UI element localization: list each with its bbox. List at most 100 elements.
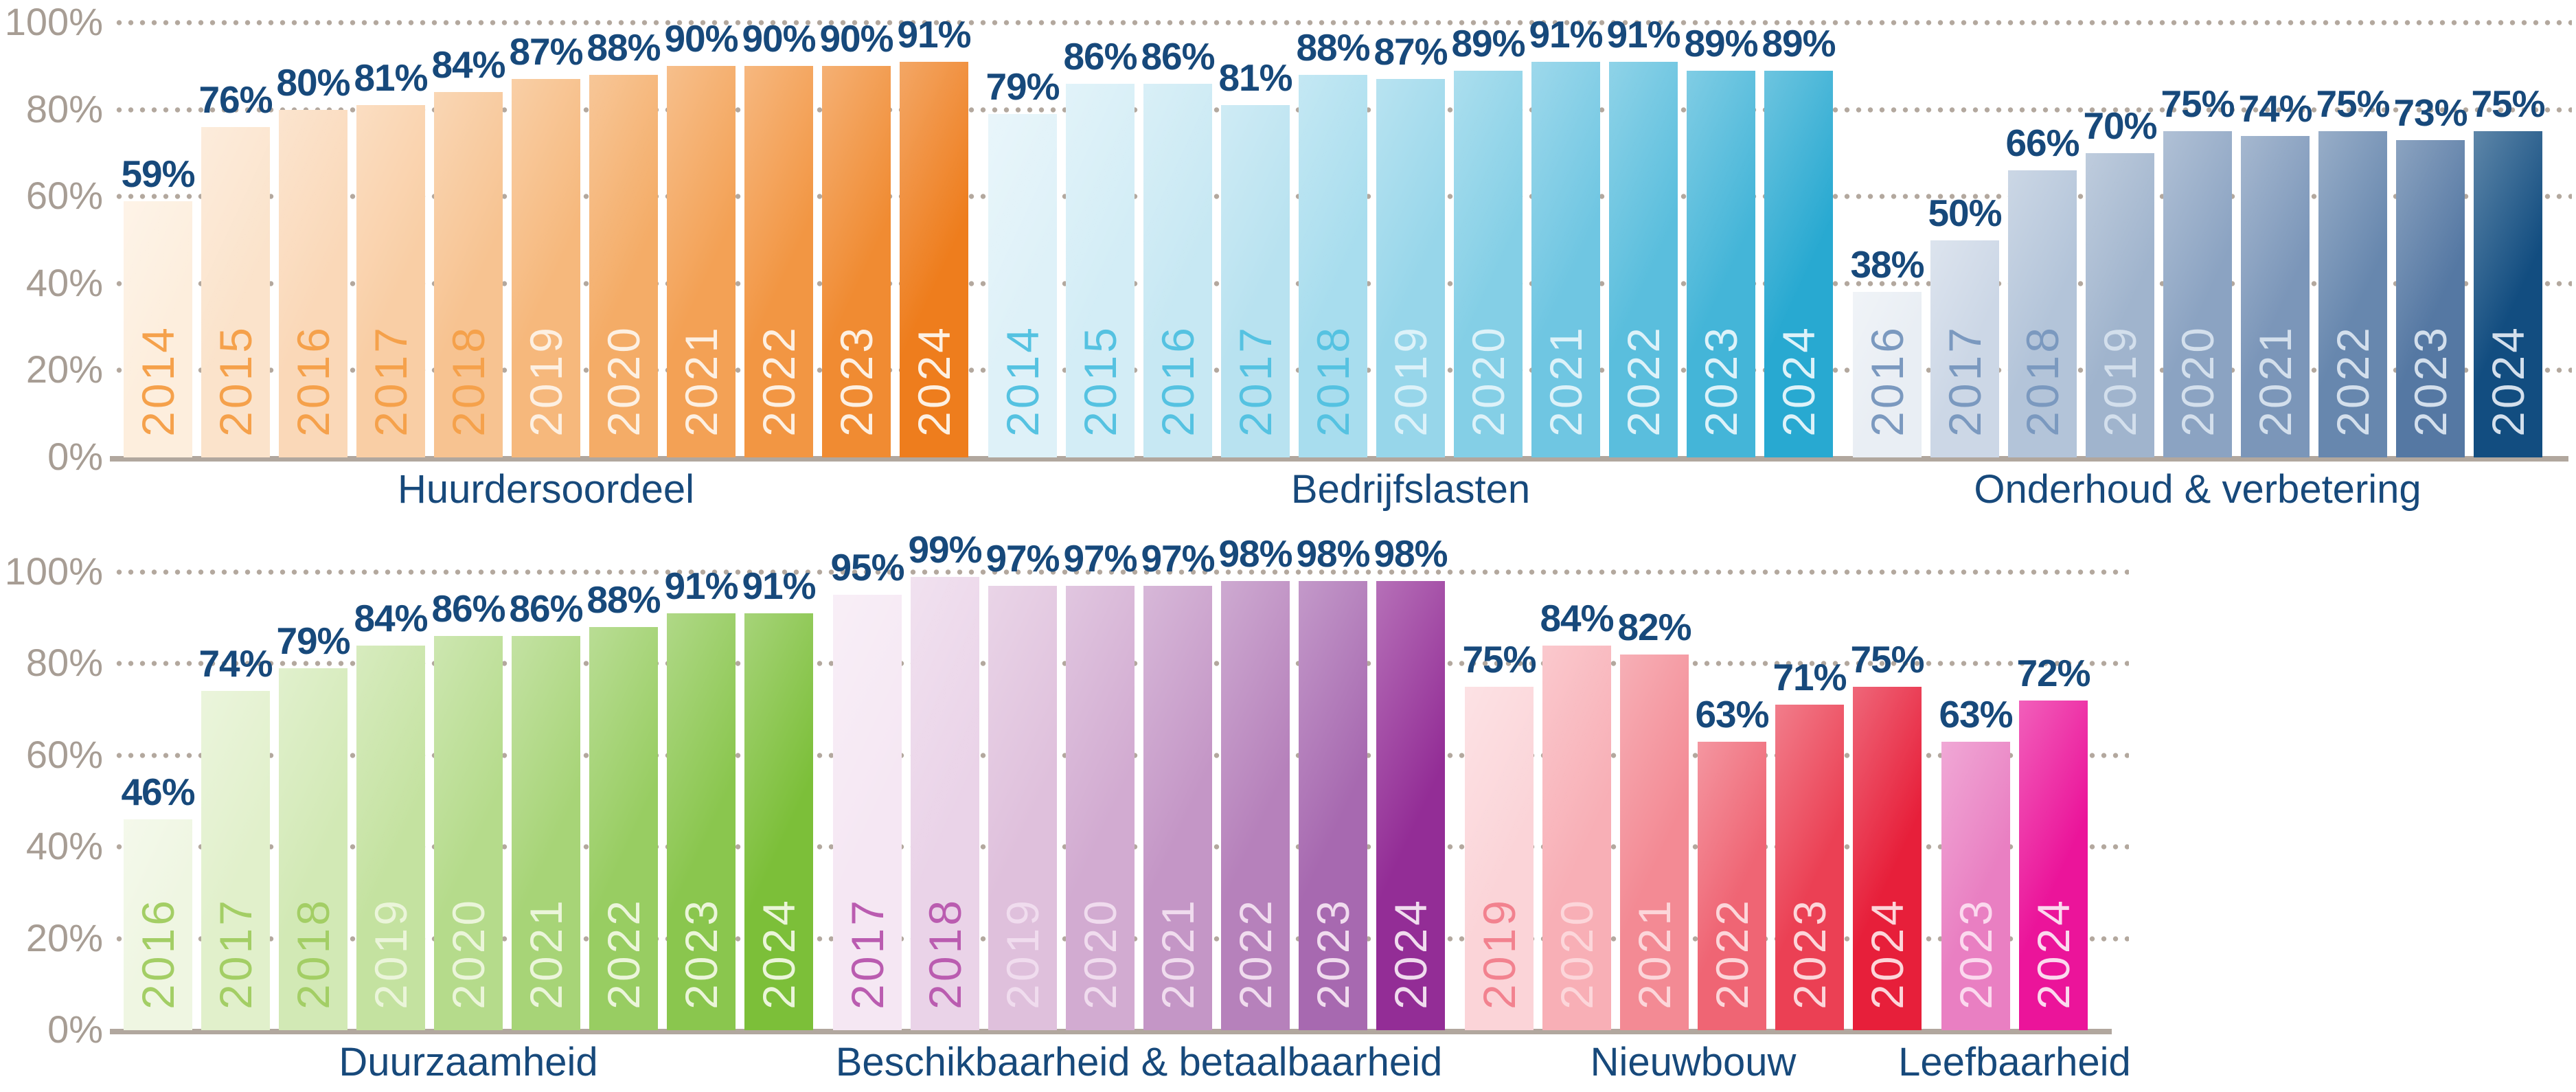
bar-value-label: 90% (819, 17, 893, 60)
bar-duurzaamheid-2024: 91% 2024 (742, 567, 817, 1030)
bar-huurdersoordeel-2019: 87% 2019 (509, 33, 584, 457)
bar-huurdersoordeel-2014: 59% 2014 (121, 155, 196, 457)
bar-beschikbaarheid-betaalbaarheid-2017: 95% 2017 (830, 549, 905, 1030)
bar-year-label: 2022 (2327, 325, 2378, 437)
bars-duurzaamheid: 46% 2016 74% 2017 79% 2018 84% 2019 86% 2020 86% 20… (121, 567, 817, 1030)
bar-year-label: 2017 (1230, 325, 1281, 437)
bar-value-label: 79% (985, 65, 1060, 108)
bar-value-label: 74% (2238, 87, 2312, 130)
bar-bedrijfslasten-2020: 89% 2020 (1451, 24, 1526, 457)
gridline-100 (113, 569, 2129, 575)
category-label-duurzaamheid: Duurzaamheid (339, 1040, 598, 1084)
bar-value-label: 86% (431, 587, 505, 630)
bar-bedrijfslasten-2022: 91% 2022 (1606, 15, 1681, 457)
bar-bedrijfslasten-2016: 86% 2016 (1141, 37, 1216, 457)
bar-value-label: 86% (509, 587, 583, 630)
bar-value-label: 81% (354, 56, 428, 100)
bar-nieuwbouw-2022: 63% 2022 (1695, 695, 1770, 1030)
group-leefbaarheid: 63% 2023 72% 2024 Leefbaarheid (1898, 572, 2131, 1082)
bar-leefbaarheid-2024: 72% 2024 (2016, 654, 2091, 1030)
bar-duurzaamheid-2017: 74% 2017 (198, 645, 273, 1030)
bar-year-label: 2017 (210, 898, 261, 1010)
bar-groups: 59% 2014 76% 2015 80% 2016 81% 2017 84% 2018 87% 20… (121, 15, 2545, 509)
bar-year-label: 2023 (676, 898, 727, 1010)
bar-nieuwbouw-2020: 84% 2020 (1540, 599, 1615, 1030)
bar-value-label: 72% (2016, 651, 2090, 694)
bar-year-label: 2018 (443, 325, 494, 437)
bar-value-label: 91% (1529, 12, 1603, 56)
bar-value-label: 91% (664, 565, 738, 608)
y-axis-tick-40: 40% (25, 824, 103, 868)
bar-duurzaamheid-2016: 46% 2016 (121, 773, 196, 1030)
bar-year-label: 2020 (443, 898, 494, 1010)
bars-nieuwbouw: 75% 2019 84% 2020 82% 2021 63% 2022 71% 2023 75% 20… (1462, 572, 1925, 1030)
bar-year-label: 2020 (598, 325, 649, 437)
bar-year-label: 2022 (753, 325, 804, 437)
bar-value-label: 79% (276, 619, 350, 663)
bar-year-label: 2023 (1950, 898, 2001, 1010)
y-axis-tick-60: 60% (25, 732, 103, 776)
bar-huurdersoordeel-2020: 88% 2020 (586, 28, 661, 457)
bar-year-label: 2019 (365, 898, 416, 1010)
bar-year-label: 2019 (2095, 325, 2145, 437)
bar-nieuwbouw-2023: 71% 2023 (1773, 659, 1847, 1030)
y-axis-tick-20: 20% (25, 348, 103, 391)
bar-bedrijfslasten-2019: 87% 2019 (1374, 33, 1448, 457)
bar-nieuwbouw-2019: 75% 2019 (1462, 640, 1537, 1030)
bar-value-label: 97% (985, 537, 1060, 580)
bar-year-label: 2020 (1075, 898, 1126, 1010)
bar-bedrijfslasten-2015: 86% 2015 (1063, 37, 1138, 457)
bar-year-label: 2024 (909, 325, 959, 437)
bar-value-label: 95% (830, 546, 904, 589)
bar-value-label: 84% (431, 43, 505, 87)
bar-value-label: 88% (1296, 25, 1370, 69)
bar-year-label: 2019 (997, 898, 1048, 1010)
bar-value-label: 75% (2316, 82, 2390, 126)
bar-year-label: 2023 (1784, 898, 1835, 1010)
bar-year-label: 2022 (598, 898, 649, 1010)
chart-row-2: 100% 80% 60% 40% 20% 0% 46% 2016 74% 2017 79% 2018 8… (0, 530, 2576, 1092)
bar-year-label: 2016 (1862, 325, 1913, 437)
bar-huurdersoordeel-2016: 80% 2016 (276, 63, 351, 457)
bar-onderhoud-verbetering-2017: 50% 2017 (1928, 194, 2003, 457)
y-axis-tick-0: 0% (47, 434, 103, 478)
bar-leefbaarheid-2023: 63% 2023 (1939, 695, 2014, 1030)
bar-duurzaamheid-2018: 79% 2018 (276, 622, 351, 1030)
bar-onderhoud-verbetering-2019: 70% 2019 (2083, 106, 2158, 457)
y-axis-tick-100: 100% (4, 549, 103, 593)
group-beschikbaarheid-betaalbaarheid: 95% 2017 99% 2018 97% 2019 97% 2020 97% 2021 98% 20… (830, 530, 1448, 1082)
bar-bedrijfslasten-2021: 91% 2021 (1529, 15, 1604, 457)
bar-huurdersoordeel-2015: 76% 2015 (198, 80, 273, 457)
bar-year-label: 2019 (521, 325, 571, 437)
bar-year-label: 2024 (1862, 898, 1913, 1010)
bar-year-label: 2023 (831, 325, 882, 437)
y-axis-tick-0: 0% (47, 1007, 103, 1051)
bar-year-label: 2021 (1152, 898, 1203, 1010)
bar-value-label: 88% (586, 25, 661, 69)
bar-year-label: 2019 (1474, 898, 1525, 1010)
bar-year-label: 2024 (1385, 898, 1436, 1010)
group-duurzaamheid: 46% 2016 74% 2017 79% 2018 84% 2019 86% 2020 86% 20… (121, 567, 817, 1082)
bar-beschikbaarheid-betaalbaarheid-2021: 97% 2021 (1141, 540, 1216, 1030)
bar-huurdersoordeel-2017: 81% 2017 (354, 59, 429, 457)
bar-value-label: 38% (1850, 243, 1924, 286)
bar-value-label: 99% (908, 527, 982, 571)
bar-year-label: 2023 (1308, 898, 1358, 1010)
bar-bedrijfslasten-2023: 89% 2023 (1684, 24, 1759, 457)
category-label-leefbaarheid: Leefbaarheid (1898, 1040, 2131, 1084)
bar-year-label: 2021 (1540, 325, 1591, 437)
bar-beschikbaarheid-betaalbaarheid-2024: 98% 2024 (1374, 535, 1448, 1030)
bar-year-label: 2014 (997, 325, 1048, 437)
gridline-100 (113, 20, 2572, 25)
bar-value-label: 98% (1296, 532, 1370, 576)
category-label-onderhoud-verbetering: Onderhoud & verbetering (1974, 467, 2421, 512)
bar-value-label: 80% (276, 60, 350, 104)
bar-value-label: 75% (2471, 82, 2545, 126)
bar-value-label: 89% (1451, 21, 1525, 65)
bar-year-label: 2023 (2405, 325, 2456, 437)
bar-value-label: 91% (897, 12, 971, 56)
bar-huurdersoordeel-2023: 90% 2023 (819, 20, 894, 457)
bar-value-label: 63% (1939, 692, 2013, 736)
bar-value-label: 63% (1695, 692, 1769, 736)
